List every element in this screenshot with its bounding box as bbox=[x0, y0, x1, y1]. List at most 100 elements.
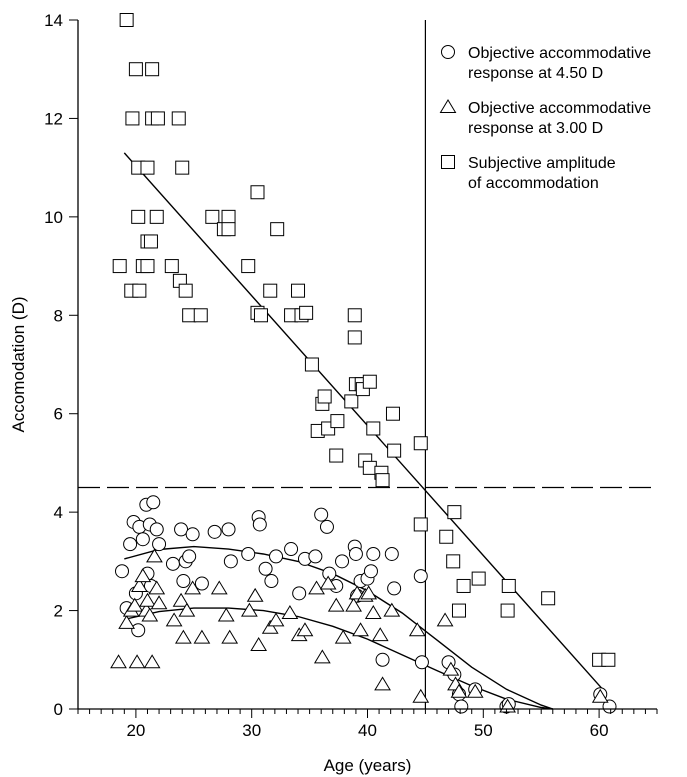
square-data-point bbox=[193, 308, 208, 323]
square-data-point bbox=[241, 259, 256, 274]
square-data-point bbox=[541, 591, 556, 606]
y-axis-ticks: 0 2 4 6 8 10 12 14 bbox=[44, 11, 78, 719]
square-data-point bbox=[270, 222, 285, 237]
circle-data-point bbox=[454, 699, 469, 714]
x-tick-label: 30 bbox=[242, 721, 261, 740]
circle-data-point bbox=[292, 586, 307, 601]
square-data-point bbox=[329, 448, 344, 463]
square-data-point bbox=[131, 209, 146, 224]
square-data-point bbox=[456, 578, 471, 593]
circle-data-point bbox=[207, 524, 222, 539]
square-data-point bbox=[362, 460, 377, 475]
square-data-point bbox=[601, 652, 616, 667]
triangle-data-point bbox=[436, 612, 454, 627]
square-data-point bbox=[125, 111, 140, 126]
triangle-data-point bbox=[146, 548, 163, 563]
circle-data-point bbox=[174, 522, 189, 537]
square-data-point bbox=[347, 308, 362, 323]
circle-data-point bbox=[264, 574, 279, 589]
triangle-data-point bbox=[383, 602, 401, 617]
square-data-point bbox=[299, 305, 314, 320]
circle-data-point bbox=[176, 574, 191, 589]
y-tick-label: 14 bbox=[44, 11, 63, 30]
square-data-point bbox=[304, 357, 319, 372]
circle-data-point bbox=[414, 655, 429, 670]
triangle-data-point bbox=[174, 629, 192, 644]
square-data-point bbox=[291, 283, 306, 298]
triangle-data-point bbox=[281, 605, 299, 620]
x-axis-title: Age (years) bbox=[324, 756, 412, 775]
triangle-data-point bbox=[217, 607, 235, 622]
circle-data-point bbox=[123, 537, 138, 552]
square-data-point bbox=[344, 394, 359, 409]
square-data-point bbox=[182, 308, 197, 323]
square-data-point bbox=[119, 13, 134, 27]
plot-content bbox=[78, 13, 657, 714]
triangle-data-point bbox=[319, 575, 337, 590]
triangle-data-point bbox=[352, 622, 369, 637]
circle-data-point bbox=[284, 542, 299, 557]
square-data-point bbox=[221, 222, 236, 237]
legend-label: Objective accommodative bbox=[468, 45, 651, 62]
triangle-data-point bbox=[371, 627, 389, 642]
y-tick-label: 10 bbox=[44, 208, 63, 227]
circle-data-point bbox=[269, 549, 284, 564]
y-tick-label: 0 bbox=[54, 700, 63, 719]
square-data-point bbox=[143, 234, 158, 249]
square-data-point bbox=[149, 209, 164, 224]
circle-data-point bbox=[363, 564, 378, 579]
legend-label: of accommodation bbox=[468, 175, 599, 192]
square-data-point bbox=[150, 111, 165, 126]
square-data-point bbox=[140, 259, 155, 274]
triangle-data-point bbox=[221, 629, 239, 644]
square-data-point bbox=[205, 209, 220, 224]
square-data-point bbox=[140, 160, 155, 175]
triangle-data-point bbox=[412, 688, 430, 703]
square-data-point bbox=[128, 62, 143, 77]
triangle-data-point bbox=[172, 592, 190, 607]
square-data-point bbox=[439, 529, 454, 544]
triangle-data-point bbox=[130, 577, 148, 592]
legend-label: Objective accommodative bbox=[468, 100, 651, 117]
square-data-point bbox=[362, 374, 377, 389]
square-data-point bbox=[387, 443, 402, 458]
triangle-data-point bbox=[591, 688, 609, 703]
legend: Objective accommodative response at 4.50 … bbox=[439, 45, 651, 192]
y-axis-title: Accomodation (D) bbox=[9, 296, 28, 432]
circle-data-point bbox=[366, 546, 381, 561]
square-data-point bbox=[366, 421, 381, 436]
y-tick-label: 8 bbox=[54, 306, 63, 325]
triangle-data-point bbox=[360, 585, 378, 600]
triangle-data-point bbox=[334, 629, 352, 644]
circle-data-point bbox=[252, 517, 267, 532]
square-data-point bbox=[330, 414, 345, 429]
circle-data-point bbox=[146, 495, 161, 510]
circle-data-point bbox=[152, 537, 167, 552]
triangle-data-point bbox=[374, 676, 391, 691]
triangle-data-point bbox=[246, 587, 264, 602]
square-data-point bbox=[447, 505, 462, 520]
square-data-point bbox=[446, 554, 461, 569]
fit-line-3 bbox=[124, 607, 553, 710]
triangle-data-point bbox=[345, 597, 362, 612]
triangle-data-point bbox=[466, 683, 484, 698]
square-data-point bbox=[250, 185, 265, 200]
circle-data-point bbox=[375, 652, 390, 667]
circle-data-point bbox=[319, 519, 334, 534]
triangle-data-point bbox=[165, 612, 183, 627]
triangle-data-point bbox=[128, 654, 146, 669]
legend-label: Subjective amplitude bbox=[468, 155, 616, 172]
triangle-data-point bbox=[313, 649, 331, 664]
series-square-points bbox=[112, 13, 616, 667]
triangle-data-point bbox=[118, 614, 136, 629]
y-tick-label: 6 bbox=[54, 405, 63, 424]
square-data-point bbox=[112, 259, 127, 274]
circle-data-point bbox=[413, 569, 428, 584]
square-data-point bbox=[375, 473, 390, 488]
legend-label: response at 4.50 D bbox=[468, 65, 603, 82]
x-axis-ticks: 20 30 40 50 60 bbox=[77, 709, 658, 740]
series-circle-points bbox=[115, 495, 617, 714]
legend-circle-marker bbox=[441, 45, 455, 59]
circle-data-point bbox=[241, 546, 256, 561]
